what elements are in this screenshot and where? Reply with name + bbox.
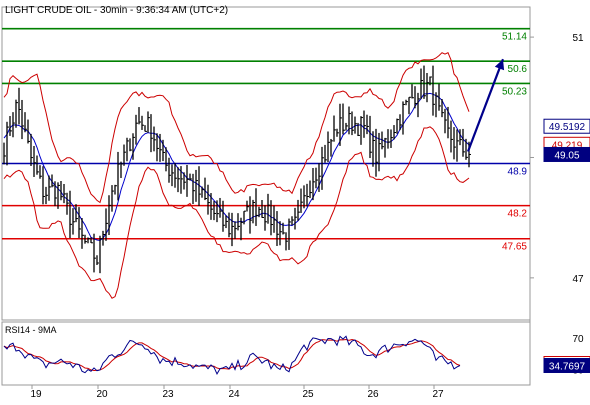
level-label-support: 48.2 xyxy=(508,209,528,220)
rsi-ma-line xyxy=(3,338,461,372)
level-label-resistance: 50.6 xyxy=(508,64,528,75)
x-tick-label: 20 xyxy=(96,389,108,400)
rsi-panel-title: RSI14 - 9MA xyxy=(5,325,57,335)
forecast-arrow-layer xyxy=(466,58,505,152)
bollinger-upper-band xyxy=(3,52,470,204)
rsi-line xyxy=(3,335,461,375)
ma-value-tag-text: 49.5192 xyxy=(549,122,586,133)
price-value-tag-text: 49.05 xyxy=(554,150,579,161)
level-label-support: 47.65 xyxy=(502,242,527,253)
rsi-layer xyxy=(3,335,461,375)
bollinger-value-tag-text: 49.219 xyxy=(552,140,583,151)
x-tick-label: 27 xyxy=(432,389,444,400)
level-label-resistance: 51.14 xyxy=(502,32,527,43)
level-label-resistance: 50.23 xyxy=(502,86,527,97)
rsi-value-tag-box xyxy=(543,357,590,373)
y-tick-label: 51 xyxy=(572,33,584,44)
price-layer xyxy=(3,65,471,274)
x-tick-label: 24 xyxy=(228,389,240,400)
x-tick-label: 19 xyxy=(30,389,42,400)
bollinger-lower-band xyxy=(3,126,470,299)
price-value-tag-box xyxy=(543,146,590,162)
bollinger-bands xyxy=(3,52,470,299)
level-lines: 51.14 50.6 50.23 48.9 48.2 47.65 xyxy=(2,27,530,253)
level-label-pivot: 48.9 xyxy=(508,167,528,178)
y-tick-label: 47 xyxy=(572,274,584,285)
x-tick-label: 26 xyxy=(367,389,379,400)
ma-value-tag-box xyxy=(543,118,590,134)
forecast-arrow-head xyxy=(494,59,505,71)
rsi-y-tick-label: 70 xyxy=(572,334,584,345)
rsi-value-tag-text: 34.7697 xyxy=(549,361,586,372)
x-tick-label: 25 xyxy=(302,389,314,400)
forecast-arrow-shaft xyxy=(466,58,505,152)
x-tick-label: 23 xyxy=(162,389,174,400)
chart-title: LIGHT CRUDE OIL - 30min - 9:36:34 AM (UT… xyxy=(5,5,228,16)
